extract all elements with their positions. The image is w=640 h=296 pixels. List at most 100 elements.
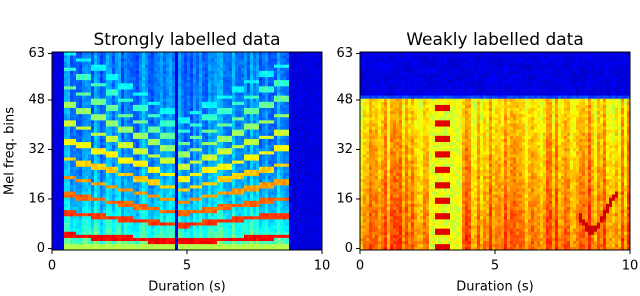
spectrogram-cell: [232, 123, 235, 126]
spectrogram-cell: [193, 207, 196, 210]
spectrogram-cell: [109, 166, 112, 169]
spectrogram-cell: [118, 225, 121, 228]
spectrogram-cell: [283, 123, 286, 126]
spectrogram-cell: [58, 142, 61, 145]
spectrogram-cell: [271, 129, 274, 132]
spectrogram-cell: [67, 148, 70, 151]
spectrogram-cell: [136, 191, 139, 194]
spectrogram-cell: [136, 157, 139, 160]
spectrogram-cell: [238, 142, 241, 145]
spectrogram-cell: [121, 166, 124, 169]
spectrogram-cell: [238, 222, 241, 225]
spectrogram-cell: [154, 173, 157, 176]
spectrogram-cell: [109, 173, 112, 176]
spectrogram-cell: [91, 244, 94, 247]
spectrogram-cell: [229, 173, 232, 176]
spectrogram-cell: [283, 67, 286, 70]
spectrogram-cell: [184, 170, 187, 173]
spectrogram-cell: [61, 244, 64, 247]
spectrogram-cell: [271, 166, 274, 169]
spectrogram-cell: [112, 111, 115, 114]
spectrogram-cell: [229, 55, 232, 58]
spectrogram-cell: [70, 148, 73, 151]
spectrogram-cell: [136, 64, 139, 67]
spectrogram-cell: [175, 64, 178, 67]
spectrogram-cell: [256, 89, 259, 92]
spectrogram-cell: [202, 74, 205, 77]
spectrogram-cell: [208, 77, 211, 80]
spectrogram-cell: [277, 89, 280, 92]
spectrogram-cell: [277, 136, 280, 139]
spectrogram-cell: [70, 117, 73, 120]
spectrogram-cell: [229, 197, 232, 200]
spectrogram-cell: [280, 213, 283, 216]
spectrogram-cell: [67, 139, 70, 142]
spectrogram-cell: [151, 71, 154, 74]
spectrogram-cell: [82, 157, 85, 160]
spectrogram-cell: [64, 83, 67, 86]
spectrogram-cell: [55, 157, 58, 160]
spectrogram-cell: [196, 163, 199, 166]
spectrogram-cell: [274, 55, 277, 58]
spectrogram-cell: [73, 64, 76, 67]
spectrogram-cell: [226, 58, 229, 61]
spectrogram-cell: [223, 111, 226, 114]
spectrogram-cell: [280, 102, 283, 105]
spectrogram-cell: [61, 154, 64, 157]
spectrogram-cell: [205, 197, 208, 200]
spectrogram-cell: [277, 173, 280, 176]
spectrogram-cell: [286, 241, 289, 244]
spectrogram-cell: [172, 86, 175, 89]
spectrogram-cell: [250, 213, 253, 216]
spectrogram-cell: [55, 77, 58, 80]
spectrogram-cell: [94, 197, 97, 200]
spectrogram-cell: [172, 145, 175, 148]
spectrogram-cell: [157, 114, 160, 117]
spectrogram-cell: [157, 235, 160, 238]
spectrogram-cell: [265, 160, 268, 163]
spectrogram-cell: [193, 126, 196, 129]
spectrogram-cell: [265, 188, 268, 191]
spectrogram-cell: [124, 145, 127, 148]
spectrogram-cell: [76, 111, 79, 114]
spectrogram-cell: [112, 120, 115, 123]
spectrogram-cell: [259, 111, 262, 114]
spectrogram-cell: [70, 136, 73, 139]
spectrogram-cell: [127, 213, 130, 216]
spectrogram-cell: [175, 108, 178, 111]
spectrogram-cell: [127, 222, 130, 225]
spectrogram-cell: [64, 123, 67, 126]
spectrogram-cell: [85, 61, 88, 64]
spectrogram-cell: [244, 67, 247, 70]
spectrogram-cell: [247, 194, 250, 197]
spectrogram-cell: [133, 176, 136, 179]
spectrogram-cell: [115, 102, 118, 105]
spectrogram-cell: [205, 219, 208, 222]
spectrogram-cell: [112, 173, 115, 176]
spectrogram-cell: [262, 58, 265, 61]
spectrogram-cell: [190, 145, 193, 148]
spectrogram-cell: [118, 173, 121, 176]
spectrogram-cell: [178, 132, 181, 135]
spectrogram-cell: [253, 154, 256, 157]
spectrogram-cell: [148, 92, 151, 95]
spectrogram-cell: [106, 163, 109, 166]
spectrogram-cell: [133, 228, 136, 231]
spectrogram-cell: [130, 98, 133, 101]
spectrogram-cell: [88, 244, 91, 247]
spectrogram-cell: [94, 185, 97, 188]
spectrogram-cell: [229, 182, 232, 185]
spectrogram-cell: [247, 197, 250, 200]
spectrogram-cell: [160, 95, 163, 98]
spectrogram-cell: [244, 207, 247, 210]
spectrogram-cell: [199, 117, 202, 120]
spectrogram-cell: [64, 197, 67, 200]
spectrogram-cell: [172, 105, 175, 108]
spectrogram-cell: [241, 238, 244, 241]
spectrogram-cell: [97, 148, 100, 151]
spectrogram-cell: [265, 207, 268, 210]
spectrogram-cell: [70, 154, 73, 157]
spectrogram-cell: [226, 228, 229, 231]
spectrogram-cell: [241, 176, 244, 179]
spectrogram-cell: [178, 231, 181, 234]
